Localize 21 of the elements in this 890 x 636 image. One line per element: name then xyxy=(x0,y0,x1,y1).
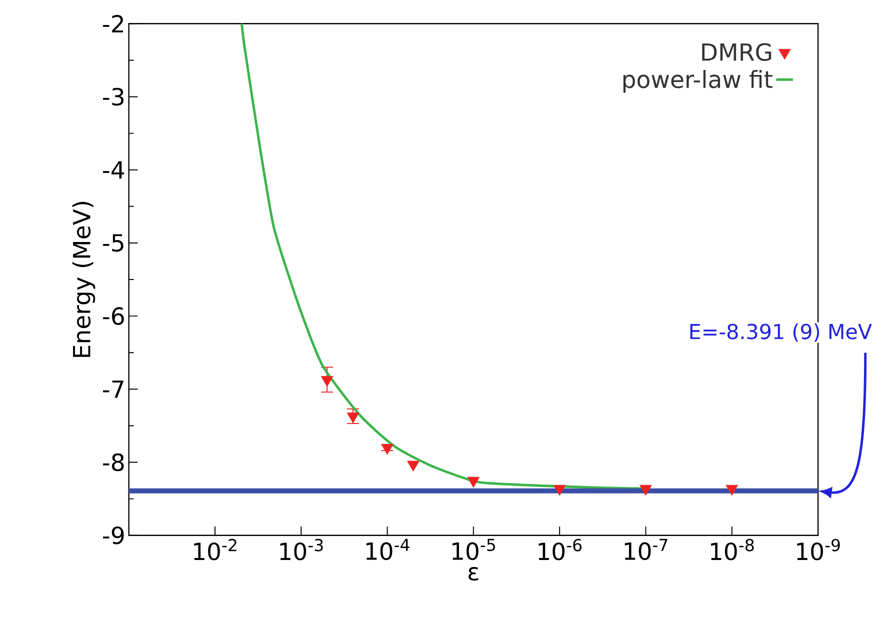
y-tick-label: -8 xyxy=(103,453,124,472)
legend-label: DMRG xyxy=(702,43,772,61)
x-tick-label: 10$^{-9}$ xyxy=(797,538,840,560)
x-tick-label: 10$^{-2}$ xyxy=(194,538,236,560)
y-tick-label: -7 xyxy=(103,380,124,398)
x-tick-label: 10$^{-3}$ xyxy=(280,538,323,560)
y-tick-label: -2 xyxy=(103,14,124,32)
x-axis-title: ε xyxy=(468,567,478,581)
y-tick-label: -9 xyxy=(103,526,124,544)
y-tick-label: -6 xyxy=(103,307,124,326)
x-tick-label: 10$^{-6}$ xyxy=(538,538,582,560)
y-tick-label: -3 xyxy=(103,88,124,106)
y-axis-title: Energy (MeV) xyxy=(72,202,96,357)
x-tick-label: 10$^{-5}$ xyxy=(452,538,495,560)
x-tick-label: 10$^{-7}$ xyxy=(624,538,668,560)
y-tick-label: -4 xyxy=(103,161,124,178)
legend-label: power-law fit xyxy=(623,70,772,93)
x-tick-label: 10$^{-4}$ xyxy=(366,538,410,560)
x-tick-label: 10$^{-8}$ xyxy=(711,538,754,560)
annotation: E=-8.391 (9) MeV xyxy=(690,323,872,342)
y-tick-label: -5 xyxy=(103,234,124,252)
